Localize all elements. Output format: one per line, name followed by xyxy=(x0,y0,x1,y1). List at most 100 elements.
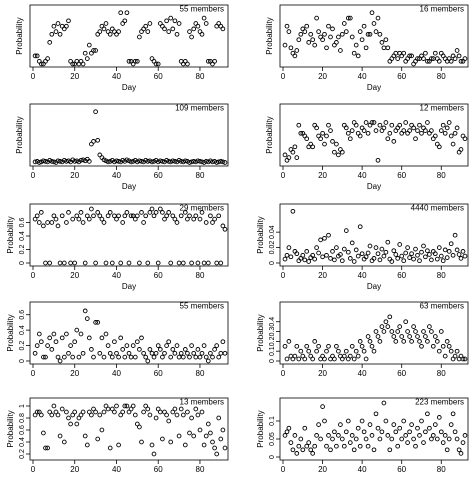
data-point xyxy=(389,436,395,442)
data-point xyxy=(195,260,201,266)
data-point xyxy=(47,40,53,45)
plot-frame xyxy=(279,203,469,267)
data-point xyxy=(393,50,399,56)
data-point xyxy=(373,29,379,34)
data-point xyxy=(294,155,300,160)
x-tick-label: 40 xyxy=(358,72,367,81)
data-point xyxy=(286,339,292,344)
data-point xyxy=(91,354,96,360)
data-point xyxy=(383,418,389,424)
data-point xyxy=(446,436,452,442)
data-point xyxy=(185,409,190,415)
data-point xyxy=(86,409,92,415)
data-point xyxy=(101,354,107,360)
plot-frame xyxy=(29,4,229,68)
data-point xyxy=(49,220,55,225)
plot-frame xyxy=(279,397,469,461)
data-point xyxy=(153,210,159,215)
data-point xyxy=(377,122,383,128)
data-point xyxy=(180,412,186,418)
data-point xyxy=(64,331,69,337)
panel-title: 29 members xyxy=(180,204,224,213)
data-point xyxy=(367,31,373,37)
data-point xyxy=(101,26,107,32)
data-point xyxy=(191,159,197,164)
data-point xyxy=(172,18,178,24)
data-point xyxy=(448,348,454,354)
data-point xyxy=(99,335,105,341)
data-point xyxy=(197,354,203,360)
data-point xyxy=(59,406,65,412)
data-point xyxy=(220,339,226,345)
data-point xyxy=(32,216,38,222)
data-point xyxy=(153,61,159,67)
data-point xyxy=(174,343,180,348)
x-tick-label: 0 xyxy=(31,171,36,180)
data-point xyxy=(180,354,186,360)
data-point xyxy=(436,58,442,64)
x-axis-label: Day xyxy=(122,282,136,291)
data-point xyxy=(425,411,430,417)
data-point xyxy=(157,409,163,415)
data-point xyxy=(298,348,304,354)
data-point xyxy=(419,418,424,424)
data-point xyxy=(312,256,318,262)
data-point xyxy=(387,130,393,136)
data-point xyxy=(210,220,215,225)
data-point xyxy=(32,350,38,356)
data-point xyxy=(401,50,407,56)
data-point xyxy=(76,216,82,222)
data-point xyxy=(330,139,335,144)
data-point xyxy=(419,249,424,255)
data-point xyxy=(343,29,349,34)
data-point xyxy=(432,334,438,339)
data-point xyxy=(448,58,454,64)
data-point xyxy=(112,339,117,345)
data-point xyxy=(391,248,397,254)
data-point xyxy=(61,354,67,360)
data-point xyxy=(118,335,124,341)
data-point xyxy=(47,260,53,266)
data-point xyxy=(38,412,44,418)
data-point xyxy=(51,213,57,219)
data-point xyxy=(413,246,418,252)
data-point xyxy=(137,347,142,352)
x-tick-label: 20 xyxy=(70,465,79,474)
data-point xyxy=(189,415,194,421)
data-point xyxy=(334,141,339,147)
data-point xyxy=(345,130,351,136)
data-point xyxy=(452,56,458,61)
data-point xyxy=(338,422,343,427)
data-point xyxy=(185,216,190,222)
data-point xyxy=(371,256,377,261)
data-point xyxy=(72,339,78,345)
data-point xyxy=(176,433,182,439)
data-point xyxy=(326,343,331,349)
data-point xyxy=(401,128,407,133)
data-point xyxy=(391,334,397,339)
data-point xyxy=(126,350,132,356)
data-point xyxy=(168,260,174,266)
data-point xyxy=(302,257,308,263)
data-point xyxy=(284,252,290,258)
data-point xyxy=(387,314,393,320)
data-point xyxy=(421,440,426,445)
data-point xyxy=(345,418,351,424)
plot-frame xyxy=(279,301,469,365)
data-point xyxy=(385,324,391,329)
data-point xyxy=(178,406,184,412)
data-point xyxy=(51,159,57,165)
data-point xyxy=(205,260,211,266)
data-point xyxy=(41,158,46,164)
panel-title: 16 members xyxy=(420,5,464,14)
data-point xyxy=(216,354,222,360)
data-point xyxy=(36,220,42,225)
data-point xyxy=(322,235,327,241)
data-point xyxy=(383,319,389,325)
data-point xyxy=(182,210,188,215)
x-axis-label: Day xyxy=(367,182,381,191)
data-point xyxy=(66,350,71,356)
x-tick-label: 0 xyxy=(31,369,36,378)
data-point xyxy=(432,422,438,427)
data-point xyxy=(139,159,144,164)
